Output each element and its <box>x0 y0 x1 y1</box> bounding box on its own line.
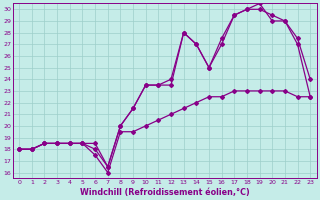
X-axis label: Windchill (Refroidissement éolien,°C): Windchill (Refroidissement éolien,°C) <box>80 188 250 197</box>
